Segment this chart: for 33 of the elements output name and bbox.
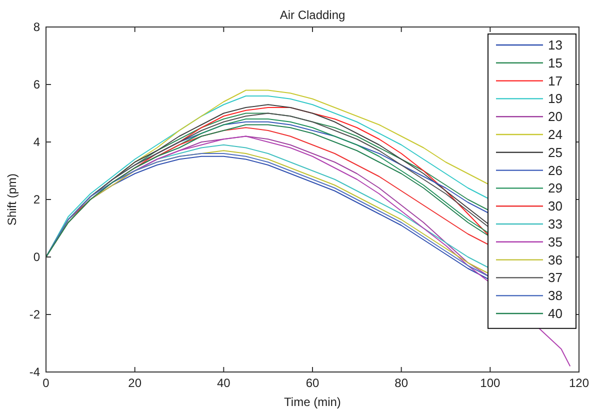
y-tick-label: -2 xyxy=(29,308,40,322)
y-tick-label: 8 xyxy=(33,20,40,34)
legend-label: 30 xyxy=(548,198,562,214)
x-tick-label: 20 xyxy=(128,376,142,390)
legend-label: 17 xyxy=(548,73,562,88)
x-tick-label: 60 xyxy=(306,376,320,390)
legend-label: 38 xyxy=(548,288,562,304)
y-tick-label: 6 xyxy=(33,78,40,92)
chart-title: Air Cladding xyxy=(280,8,346,22)
legend-label: 13 xyxy=(548,38,562,52)
legend-label: 20 xyxy=(548,109,562,124)
x-tick-label: 100 xyxy=(480,376,500,390)
legend-label: 40 xyxy=(548,306,562,321)
y-tick-label: 0 xyxy=(33,250,40,264)
legend-label: 15 xyxy=(548,55,562,70)
legend-label: 35 xyxy=(548,234,562,250)
legend-label: 26 xyxy=(548,162,562,178)
legend-label: 19 xyxy=(548,91,562,106)
x-tick-label: 120 xyxy=(568,376,590,390)
x-tick-label: 40 xyxy=(216,376,231,390)
legend-label: 29 xyxy=(548,180,562,196)
legend-label: 24 xyxy=(548,127,562,142)
x-tick-label: 0 xyxy=(42,376,50,390)
legend-label: 25 xyxy=(548,144,562,160)
y-tick-label: -4 xyxy=(29,365,40,379)
y-tick-label: 2 xyxy=(33,192,40,206)
legend-label: 36 xyxy=(548,252,562,268)
legend-label: 33 xyxy=(548,216,562,232)
y-axis-title: Shift (pm) xyxy=(5,173,19,226)
y-tick-label: 4 xyxy=(33,135,40,149)
x-tick-label: 80 xyxy=(394,376,408,390)
x-axis-title: Time (min) xyxy=(284,395,341,409)
legend-label: 37 xyxy=(548,270,562,286)
